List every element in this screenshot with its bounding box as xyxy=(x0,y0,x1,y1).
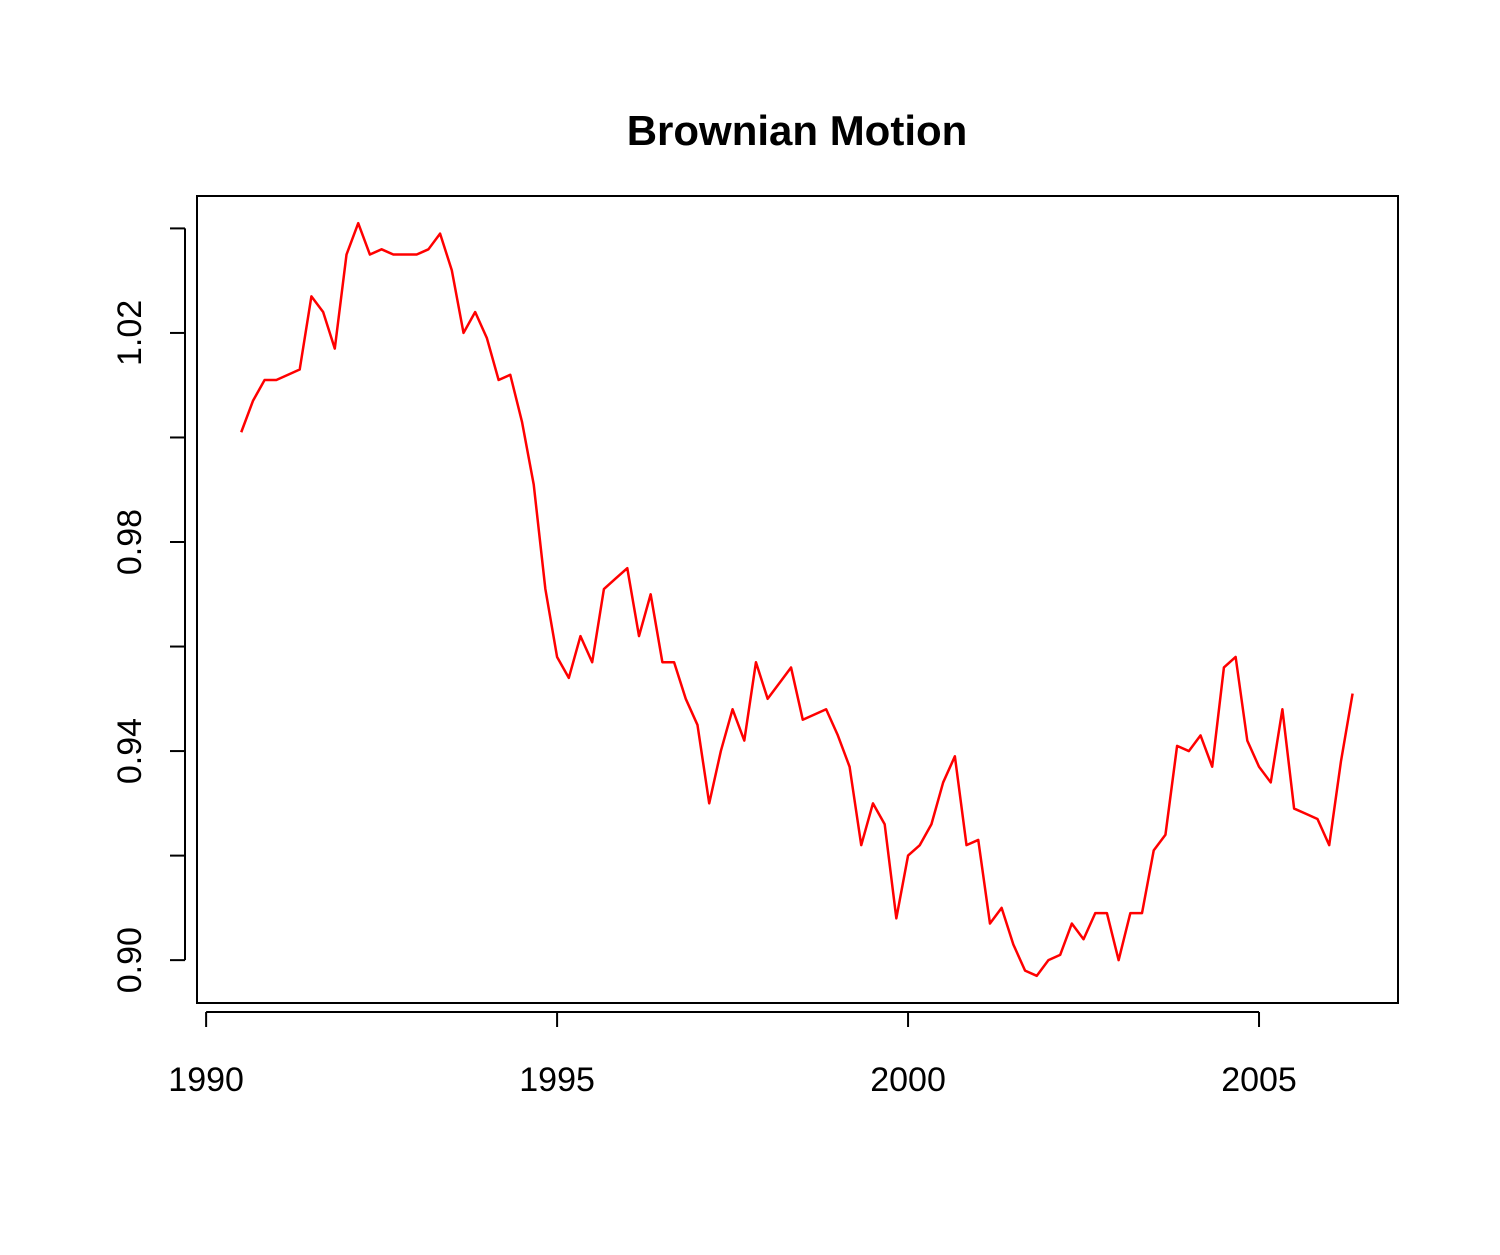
y-tick-label: 0.98 xyxy=(111,509,149,575)
x-tick-label: 1995 xyxy=(519,1061,595,1099)
x-tick-label: 1990 xyxy=(168,1061,244,1099)
x-tick-label: 2000 xyxy=(870,1061,946,1099)
y-tick-label: 1.02 xyxy=(111,300,149,366)
chart-title: Brownian Motion xyxy=(627,107,968,154)
x-tick-label: 2005 xyxy=(1221,1061,1297,1099)
y-tick-label: 0.94 xyxy=(111,718,149,784)
plot-frame xyxy=(196,195,1399,1004)
data-line xyxy=(240,221,1354,978)
y-tick-label: 0.90 xyxy=(111,927,149,993)
